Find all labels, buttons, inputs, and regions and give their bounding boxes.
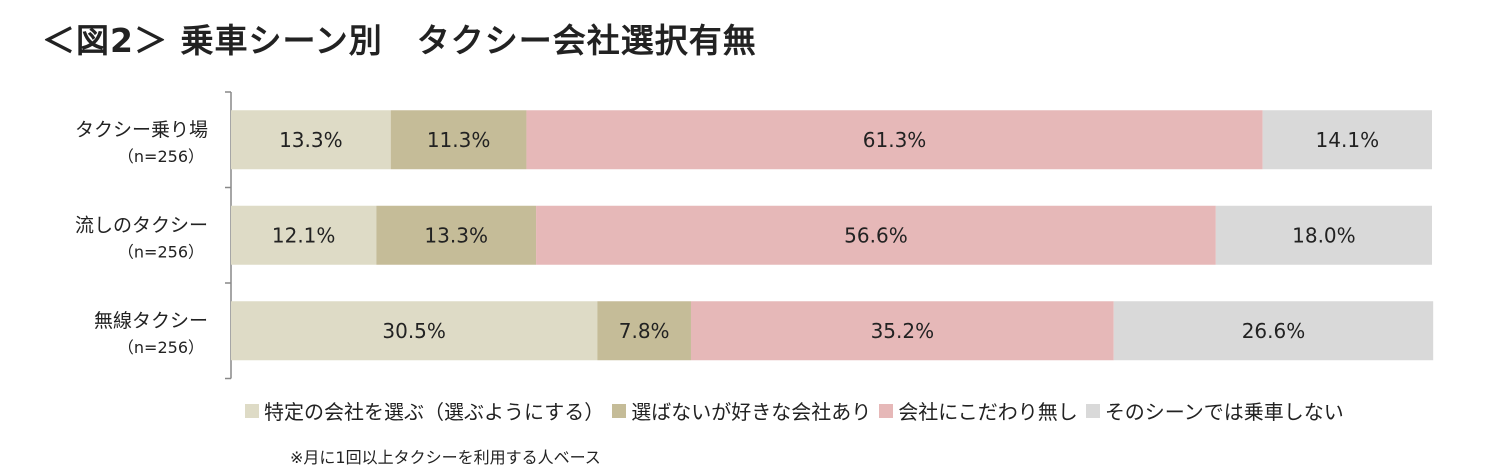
data-label: 7.8% xyxy=(619,319,670,343)
category-sample-size: （n=256） xyxy=(118,338,204,357)
bar-segment xyxy=(690,301,1114,361)
legend-item-no-preference: 会社にこだわり無し xyxy=(879,396,1078,425)
bar-segment xyxy=(536,205,1216,265)
category-label: 流しのタクシー xyxy=(75,214,208,236)
bar-segment xyxy=(1262,110,1432,170)
legend-swatch-specific xyxy=(245,403,259,418)
bar-segment xyxy=(376,205,537,265)
footnote: ※月に1回以上タクシーを利用する人ベース xyxy=(290,448,601,467)
legend-label-specific: 特定の会社を選ぶ（選ぶようにする） xyxy=(264,400,605,424)
bar-segment xyxy=(231,110,391,170)
data-label: 61.3% xyxy=(863,128,927,152)
legend-item-not-choose-but-like: 選ばないが好きな会社あり xyxy=(612,396,871,425)
data-label: 12.1% xyxy=(272,223,336,247)
legend-swatch-no-preference xyxy=(879,403,894,418)
legend-item-specific: 特定の会社を選ぶ（選ぶようにする） xyxy=(245,396,604,425)
legend-label-not-choose-but-like: 選ばないが好きな会社あり xyxy=(631,400,872,424)
bar-segment xyxy=(1215,205,1432,265)
bar-segment xyxy=(526,110,1263,170)
stacked-bar-chart: タクシー乗り場 （n=256） 13.3% 11.3% 61.3% 14.1% 流しのタクシ… xyxy=(75,91,1434,380)
chart-title: ＜図2＞ 乗車シーン別 タクシー会社選択有無 xyxy=(42,21,757,60)
legend: 特定の会社を選ぶ（選ぶようにする） 選ばないが好きな会社あり 会社にこだわり無し… xyxy=(245,396,1352,425)
data-label: 56.6% xyxy=(844,223,908,247)
data-label: 11.3% xyxy=(427,128,491,152)
category-sample-size: （n=256） xyxy=(118,147,204,166)
legend-label-no-preference: 会社にこだわり無し xyxy=(898,400,1078,424)
bar-segment xyxy=(597,301,691,361)
data-label: 30.5% xyxy=(382,319,446,343)
bar-segment xyxy=(390,110,527,170)
legend-swatch-not-choose-but-like xyxy=(612,403,627,418)
legend-swatch-not-ride xyxy=(1085,403,1100,418)
data-label: 18.0% xyxy=(1292,223,1356,247)
bar-segment xyxy=(231,301,598,361)
data-label: 13.3% xyxy=(279,128,343,152)
bar-segment xyxy=(231,205,377,265)
category-label: タクシー乗り場 xyxy=(75,119,208,141)
data-label: 13.3% xyxy=(424,223,488,247)
data-label: 14.1% xyxy=(1316,128,1380,152)
legend-item-not-ride: そのシーンでは乗車しない xyxy=(1085,396,1344,425)
category-label: 無線タクシー xyxy=(94,310,208,332)
bar-segment xyxy=(1113,301,1434,361)
data-label: 26.6% xyxy=(1242,319,1306,343)
category-sample-size: （n=256） xyxy=(118,242,204,261)
legend-label-not-ride: そのシーンでは乗車しない xyxy=(1104,400,1344,424)
data-label: 35.2% xyxy=(871,319,935,343)
